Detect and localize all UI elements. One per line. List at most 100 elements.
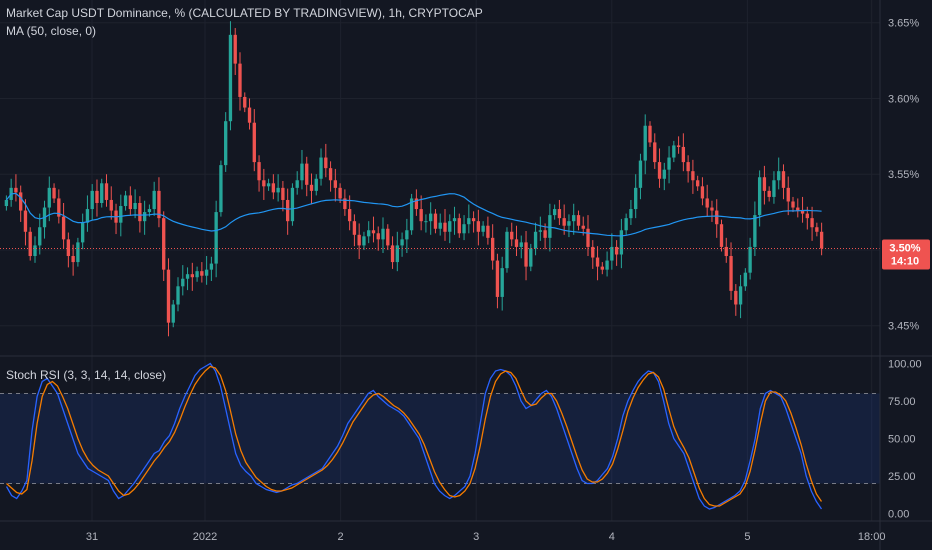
time-tick-label: 4	[609, 531, 615, 543]
candle-body	[14, 187, 18, 193]
candle-body	[162, 218, 166, 270]
candle-body	[305, 163, 309, 185]
candle-body	[648, 125, 652, 143]
candle-body	[300, 163, 304, 181]
candle-body	[738, 286, 743, 305]
candle-body	[166, 269, 171, 323]
candle-body	[638, 160, 643, 188]
candle-body	[815, 227, 819, 232]
candle-body	[424, 221, 428, 223]
candle-body	[309, 184, 314, 191]
candle-body	[676, 145, 681, 147]
stoch-tick-label: 25.00	[888, 471, 916, 483]
candle-body	[4, 199, 9, 207]
candle-body	[419, 209, 423, 222]
candle-body	[252, 122, 256, 163]
candle-body	[367, 230, 371, 237]
candle-body	[657, 162, 662, 179]
candle-body	[653, 142, 657, 163]
candle-body	[90, 190, 94, 210]
candle-body	[185, 274, 190, 279]
candle-body	[281, 187, 285, 200]
candle-body	[381, 228, 385, 240]
candle-body	[338, 187, 342, 199]
candle-body	[743, 272, 748, 287]
candle-body	[80, 222, 85, 243]
candle-body	[576, 215, 581, 226]
candle-body	[142, 212, 147, 222]
stoch-k-line	[5, 362, 823, 510]
time-axis[interactable]: 31 2022 2 3 4 5 18:00	[86, 531, 886, 543]
candle-body	[557, 209, 562, 219]
candle-body	[800, 210, 805, 214]
time-tick-label: 31	[86, 531, 98, 543]
candle-body	[266, 183, 271, 187]
ma-legend[interactable]: MA (50, close, 0)	[6, 24, 97, 38]
price-axis[interactable]: 3.65%3.60%3.55%3.50%3.45%3.50%14:10	[882, 18, 930, 333]
candle-body	[181, 278, 185, 287]
candle-body	[76, 242, 80, 263]
candle-body	[762, 177, 767, 191]
candle-body	[66, 239, 71, 257]
candle-body	[409, 198, 414, 231]
candle-body	[133, 202, 137, 210]
candle-body	[514, 239, 519, 247]
candle-body	[271, 183, 276, 193]
candle-body	[285, 199, 290, 222]
stoch-tick-label: 50.00	[888, 434, 916, 446]
candle-body	[495, 260, 500, 297]
candle-body	[405, 230, 409, 240]
candle-body	[52, 187, 56, 199]
candle-body	[567, 221, 571, 226]
candle-body	[791, 201, 795, 208]
candle-body	[586, 228, 590, 247]
stoch-band	[0, 393, 880, 484]
candle-body	[100, 183, 104, 203]
candle-body	[452, 218, 457, 222]
candle-body	[19, 192, 23, 211]
candle-body	[667, 157, 671, 170]
candle-body	[457, 218, 461, 234]
candle-body	[386, 228, 390, 246]
stoch-rsi-legend[interactable]: Stoch RSI (3, 3, 14, 14, close)	[6, 368, 167, 382]
candle-body	[710, 207, 714, 211]
candle-body	[157, 190, 161, 219]
candle-body	[200, 271, 204, 276]
candle-body	[85, 209, 90, 223]
chart-title[interactable]: Market Cap USDT Dominance, % (CALCULATED…	[6, 6, 483, 20]
candle-body	[104, 183, 109, 200]
candle-body	[343, 198, 347, 210]
candle-body	[109, 199, 113, 211]
candle-body	[328, 168, 333, 181]
price-pane[interactable]	[0, 21, 880, 337]
price-tick-label: 3.45%	[888, 321, 919, 333]
candle-body	[243, 96, 247, 108]
ma-line	[5, 192, 822, 237]
stoch-rsi-pane[interactable]	[0, 362, 880, 510]
candle-body	[819, 231, 824, 249]
last-price-label: 3.50%	[889, 242, 920, 254]
candle-body	[28, 231, 32, 257]
candle-body	[257, 162, 261, 181]
candle-body	[47, 187, 51, 208]
candle-body	[519, 242, 523, 247]
candle-body	[147, 209, 152, 213]
candle-body	[362, 236, 366, 246]
time-tick-label: 3	[473, 531, 479, 543]
candle-body	[686, 162, 690, 172]
stoch-axis[interactable]: 100.00 75.00 50.00 25.00 0.00	[888, 359, 922, 521]
candle-body	[38, 227, 42, 246]
candle-body	[214, 212, 218, 264]
candle-body	[572, 215, 576, 222]
candle-body	[595, 257, 600, 267]
candle-body	[772, 180, 776, 197]
candle-body	[605, 260, 609, 270]
stoch-tick-label: 75.00	[888, 396, 916, 408]
candle-body	[734, 290, 738, 305]
candle-body	[695, 180, 700, 187]
candle-body	[634, 187, 638, 210]
candle-body	[614, 246, 619, 255]
candle-body	[729, 256, 733, 291]
candle-body	[152, 190, 156, 210]
